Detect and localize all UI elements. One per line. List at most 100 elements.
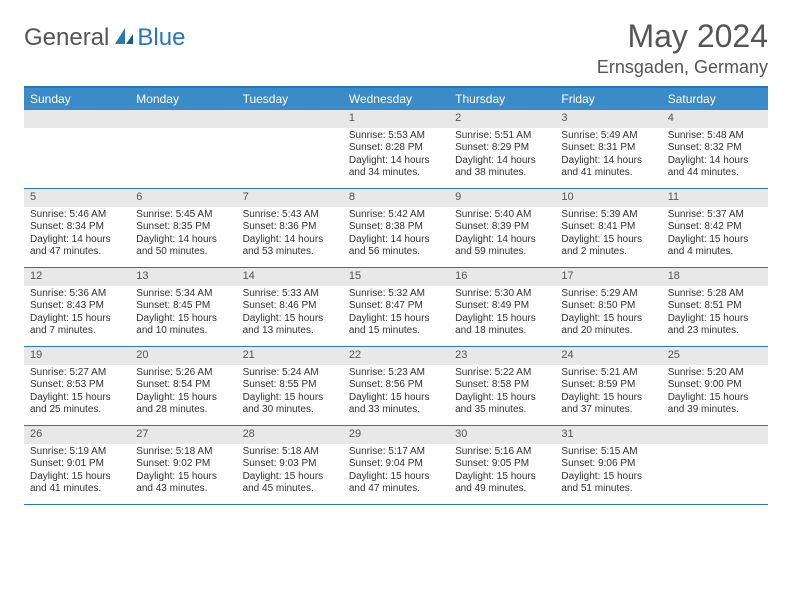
- day-cell: 27Sunrise: 5:18 AMSunset: 9:02 PMDayligh…: [130, 426, 236, 504]
- sunset-text: Sunset: 9:05 PM: [455, 458, 549, 471]
- day-details: Sunrise: 5:36 AMSunset: 8:43 PMDaylight:…: [24, 286, 130, 342]
- sunrise-text: Sunrise: 5:24 AM: [243, 367, 337, 380]
- sunset-text: Sunset: 8:54 PM: [136, 379, 230, 392]
- day-number: 6: [130, 189, 236, 207]
- daylight-text: Daylight: 15 hours and 23 minutes.: [668, 313, 762, 338]
- week-row: 1Sunrise: 5:53 AMSunset: 8:28 PMDaylight…: [24, 110, 768, 189]
- day-cell: 1Sunrise: 5:53 AMSunset: 8:28 PMDaylight…: [343, 110, 449, 188]
- sunrise-text: Sunrise: 5:51 AM: [455, 130, 549, 143]
- sunrise-text: Sunrise: 5:53 AM: [349, 130, 443, 143]
- week-row: 5Sunrise: 5:46 AMSunset: 8:34 PMDaylight…: [24, 189, 768, 268]
- daylight-text: Daylight: 15 hours and 15 minutes.: [349, 313, 443, 338]
- day-details: Sunrise: 5:27 AMSunset: 8:53 PMDaylight:…: [24, 365, 130, 421]
- sunset-text: Sunset: 8:31 PM: [561, 142, 655, 155]
- day-number: 30: [449, 426, 555, 444]
- day-cell: 23Sunrise: 5:22 AMSunset: 8:58 PMDayligh…: [449, 347, 555, 425]
- sunset-text: Sunset: 8:34 PM: [30, 221, 124, 234]
- day-number: 31: [555, 426, 661, 444]
- sunrise-text: Sunrise: 5:23 AM: [349, 367, 443, 380]
- daylight-text: Daylight: 14 hours and 50 minutes.: [136, 234, 230, 259]
- weekday-header: Sunday: [24, 88, 130, 110]
- title-block: May 2024 Ernsgaden, Germany: [597, 18, 768, 78]
- sunrise-text: Sunrise: 5:45 AM: [136, 209, 230, 222]
- day-number: [24, 110, 130, 128]
- daylight-text: Daylight: 14 hours and 34 minutes.: [349, 155, 443, 180]
- day-details: Sunrise: 5:22 AMSunset: 8:58 PMDaylight:…: [449, 365, 555, 421]
- sunrise-text: Sunrise: 5:49 AM: [561, 130, 655, 143]
- sunset-text: Sunset: 8:58 PM: [455, 379, 549, 392]
- day-details: Sunrise: 5:53 AMSunset: 8:28 PMDaylight:…: [343, 128, 449, 184]
- day-number: 28: [237, 426, 343, 444]
- day-cell: 7Sunrise: 5:43 AMSunset: 8:36 PMDaylight…: [237, 189, 343, 267]
- weekday-header-row: SundayMondayTuesdayWednesdayThursdayFrid…: [24, 88, 768, 110]
- sunset-text: Sunset: 8:43 PM: [30, 300, 124, 313]
- day-cell: 20Sunrise: 5:26 AMSunset: 8:54 PMDayligh…: [130, 347, 236, 425]
- daylight-text: Daylight: 15 hours and 30 minutes.: [243, 392, 337, 417]
- day-details: Sunrise: 5:51 AMSunset: 8:29 PMDaylight:…: [449, 128, 555, 184]
- daylight-text: Daylight: 15 hours and 45 minutes.: [243, 471, 337, 496]
- day-cell: 10Sunrise: 5:39 AMSunset: 8:41 PMDayligh…: [555, 189, 661, 267]
- weekday-header: Thursday: [449, 88, 555, 110]
- weekday-header: Friday: [555, 88, 661, 110]
- day-cell: [237, 110, 343, 188]
- day-number: 15: [343, 268, 449, 286]
- month-title: May 2024: [597, 18, 768, 55]
- daylight-text: Daylight: 15 hours and 4 minutes.: [668, 234, 762, 259]
- sunrise-text: Sunrise: 5:17 AM: [349, 446, 443, 459]
- daylight-text: Daylight: 15 hours and 18 minutes.: [455, 313, 549, 338]
- day-cell: 8Sunrise: 5:42 AMSunset: 8:38 PMDaylight…: [343, 189, 449, 267]
- day-details: Sunrise: 5:21 AMSunset: 8:59 PMDaylight:…: [555, 365, 661, 421]
- sunset-text: Sunset: 8:42 PM: [668, 221, 762, 234]
- daylight-text: Daylight: 14 hours and 44 minutes.: [668, 155, 762, 180]
- daylight-text: Daylight: 15 hours and 7 minutes.: [30, 313, 124, 338]
- sunrise-text: Sunrise: 5:37 AM: [668, 209, 762, 222]
- sunset-text: Sunset: 9:01 PM: [30, 458, 124, 471]
- sunset-text: Sunset: 8:47 PM: [349, 300, 443, 313]
- sunrise-text: Sunrise: 5:26 AM: [136, 367, 230, 380]
- daylight-text: Daylight: 15 hours and 43 minutes.: [136, 471, 230, 496]
- day-details: Sunrise: 5:42 AMSunset: 8:38 PMDaylight:…: [343, 207, 449, 263]
- logo-text-blue: Blue: [137, 24, 185, 52]
- sunset-text: Sunset: 8:46 PM: [243, 300, 337, 313]
- week-row: 12Sunrise: 5:36 AMSunset: 8:43 PMDayligh…: [24, 268, 768, 347]
- day-number: 3: [555, 110, 661, 128]
- sunset-text: Sunset: 8:29 PM: [455, 142, 549, 155]
- sunrise-text: Sunrise: 5:21 AM: [561, 367, 655, 380]
- day-number: 29: [343, 426, 449, 444]
- day-cell: 18Sunrise: 5:28 AMSunset: 8:51 PMDayligh…: [662, 268, 768, 346]
- logo-text-general: General: [24, 24, 109, 52]
- day-details: Sunrise: 5:43 AMSunset: 8:36 PMDaylight:…: [237, 207, 343, 263]
- daylight-text: Daylight: 15 hours and 33 minutes.: [349, 392, 443, 417]
- day-cell: 30Sunrise: 5:16 AMSunset: 9:05 PMDayligh…: [449, 426, 555, 504]
- sunrise-text: Sunrise: 5:18 AM: [136, 446, 230, 459]
- daylight-text: Daylight: 14 hours and 56 minutes.: [349, 234, 443, 259]
- day-details: Sunrise: 5:20 AMSunset: 9:00 PMDaylight:…: [662, 365, 768, 421]
- day-number: [130, 110, 236, 128]
- day-details: Sunrise: 5:37 AMSunset: 8:42 PMDaylight:…: [662, 207, 768, 263]
- sunrise-text: Sunrise: 5:34 AM: [136, 288, 230, 301]
- sunrise-text: Sunrise: 5:27 AM: [30, 367, 124, 380]
- sunset-text: Sunset: 8:36 PM: [243, 221, 337, 234]
- sunset-text: Sunset: 9:06 PM: [561, 458, 655, 471]
- day-details: Sunrise: 5:19 AMSunset: 9:01 PMDaylight:…: [24, 444, 130, 500]
- weekday-header: Monday: [130, 88, 236, 110]
- sunrise-text: Sunrise: 5:33 AM: [243, 288, 337, 301]
- day-number: 22: [343, 347, 449, 365]
- day-number: 2: [449, 110, 555, 128]
- day-cell: 15Sunrise: 5:32 AMSunset: 8:47 PMDayligh…: [343, 268, 449, 346]
- daylight-text: Daylight: 15 hours and 39 minutes.: [668, 392, 762, 417]
- day-cell: 16Sunrise: 5:30 AMSunset: 8:49 PMDayligh…: [449, 268, 555, 346]
- sunset-text: Sunset: 8:51 PM: [668, 300, 762, 313]
- day-cell: [24, 110, 130, 188]
- day-cell: 3Sunrise: 5:49 AMSunset: 8:31 PMDaylight…: [555, 110, 661, 188]
- daylight-text: Daylight: 14 hours and 53 minutes.: [243, 234, 337, 259]
- day-cell: 31Sunrise: 5:15 AMSunset: 9:06 PMDayligh…: [555, 426, 661, 504]
- day-number: 9: [449, 189, 555, 207]
- sunrise-text: Sunrise: 5:42 AM: [349, 209, 443, 222]
- week-row: 26Sunrise: 5:19 AMSunset: 9:01 PMDayligh…: [24, 426, 768, 505]
- day-number: 24: [555, 347, 661, 365]
- day-cell: 13Sunrise: 5:34 AMSunset: 8:45 PMDayligh…: [130, 268, 236, 346]
- daylight-text: Daylight: 15 hours and 13 minutes.: [243, 313, 337, 338]
- sunrise-text: Sunrise: 5:18 AM: [243, 446, 337, 459]
- day-number: 4: [662, 110, 768, 128]
